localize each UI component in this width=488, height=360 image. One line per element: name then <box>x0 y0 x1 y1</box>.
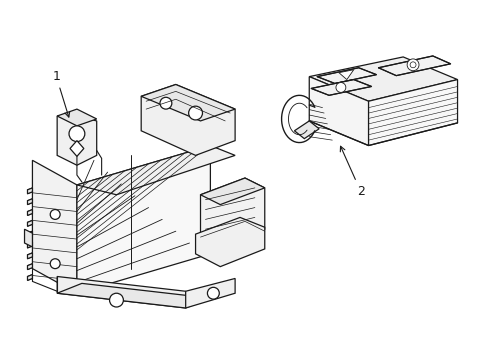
Polygon shape <box>57 276 185 308</box>
Circle shape <box>407 59 418 71</box>
Text: 2: 2 <box>340 146 364 198</box>
Polygon shape <box>27 275 32 280</box>
Circle shape <box>188 106 202 120</box>
Polygon shape <box>57 109 97 126</box>
Polygon shape <box>317 68 376 84</box>
Polygon shape <box>294 121 319 139</box>
Polygon shape <box>200 178 264 204</box>
Polygon shape <box>378 56 450 76</box>
Polygon shape <box>70 141 83 156</box>
Circle shape <box>160 97 171 109</box>
Polygon shape <box>27 253 32 259</box>
Circle shape <box>207 287 219 299</box>
Polygon shape <box>24 229 32 247</box>
Polygon shape <box>27 231 32 237</box>
Circle shape <box>335 82 345 93</box>
Polygon shape <box>27 220 32 226</box>
Polygon shape <box>57 283 210 308</box>
Circle shape <box>109 293 123 307</box>
Polygon shape <box>27 242 32 248</box>
Polygon shape <box>338 70 353 80</box>
Polygon shape <box>77 145 210 293</box>
Polygon shape <box>27 264 32 270</box>
Polygon shape <box>27 199 32 204</box>
Polygon shape <box>57 116 97 165</box>
Polygon shape <box>195 217 264 267</box>
Polygon shape <box>27 210 32 215</box>
Polygon shape <box>77 145 235 195</box>
Text: 1: 1 <box>52 69 70 117</box>
Polygon shape <box>141 85 235 156</box>
Polygon shape <box>141 85 235 121</box>
Polygon shape <box>200 178 264 247</box>
Polygon shape <box>185 278 235 308</box>
Polygon shape <box>308 57 457 101</box>
Polygon shape <box>368 80 457 145</box>
Circle shape <box>69 126 84 141</box>
Polygon shape <box>308 77 368 145</box>
Polygon shape <box>27 188 32 194</box>
Circle shape <box>50 259 60 269</box>
Circle shape <box>409 62 415 68</box>
Polygon shape <box>310 80 371 95</box>
Polygon shape <box>32 160 77 293</box>
Circle shape <box>50 210 60 219</box>
